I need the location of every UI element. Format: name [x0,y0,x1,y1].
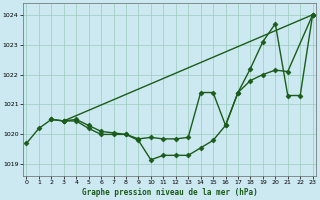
X-axis label: Graphe pression niveau de la mer (hPa): Graphe pression niveau de la mer (hPa) [82,188,257,197]
